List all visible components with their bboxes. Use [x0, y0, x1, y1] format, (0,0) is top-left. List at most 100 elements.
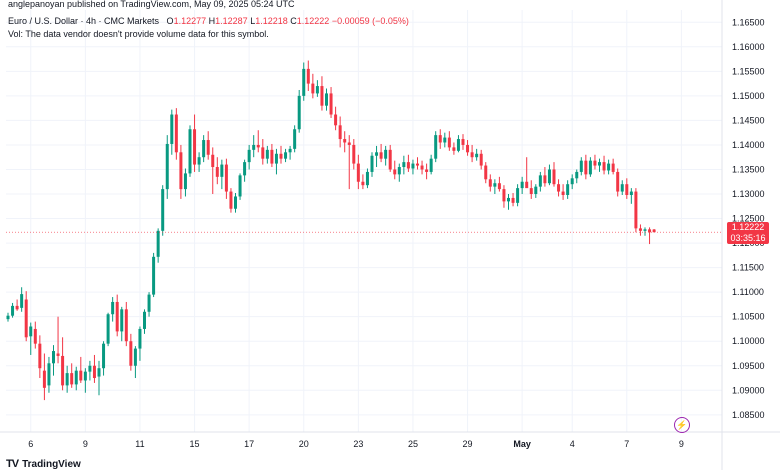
candle-body: [211, 154, 215, 168]
candle-body: [33, 328, 37, 344]
price-tick-label: 1.10500: [732, 312, 765, 322]
candle: [256, 130, 260, 153]
candle-body: [124, 309, 128, 342]
candle: [616, 168, 620, 197]
candle: [24, 291, 28, 342]
candle: [247, 144, 251, 170]
candle-body: [598, 162, 601, 166]
candle-body: [256, 144, 260, 148]
candle-body: [552, 169, 556, 185]
candle-body: [593, 160, 597, 166]
lightning-icon[interactable]: ⚡: [674, 417, 690, 433]
candle-body: [461, 139, 465, 145]
candle: [425, 163, 429, 180]
candle-body: [388, 149, 392, 170]
candle-body: [406, 162, 410, 169]
candle-body: [361, 181, 365, 186]
candle: [156, 228, 160, 263]
time-axis[interactable]: 6 9 11 15 17 20 23 25 29 May 4 7 9: [0, 431, 780, 449]
candle-body: [138, 328, 142, 349]
candle-body: [47, 363, 51, 386]
candle: [488, 174, 492, 192]
candle-body: [238, 175, 242, 197]
candle-body: [306, 68, 310, 84]
price-tick-label: 1.11000: [732, 287, 764, 297]
legend-high-key: H: [208, 16, 216, 26]
candle: [320, 76, 324, 111]
candle: [625, 178, 629, 199]
price-tick-label: 1.08500: [732, 410, 765, 420]
candle: [584, 154, 588, 180]
candle-body: [502, 189, 506, 202]
candle: [42, 353, 46, 401]
candle-body: [561, 191, 565, 195]
candle: [220, 159, 224, 190]
candle-body: [393, 169, 397, 175]
candle: [279, 145, 283, 164]
candle-body: [607, 163, 611, 171]
candle: [598, 158, 601, 172]
candle-body: [602, 162, 606, 171]
candle: [56, 316, 60, 364]
candle: [334, 106, 338, 131]
candle: [456, 135, 460, 153]
candle: [329, 87, 333, 118]
candle: [265, 145, 269, 164]
candle: [607, 159, 611, 175]
candle-body: [370, 155, 374, 172]
time-tick-label: 9: [83, 439, 88, 449]
candle: [356, 154, 360, 190]
candle: [393, 160, 397, 180]
candle: [129, 333, 133, 371]
legend-open-key: O: [166, 16, 174, 26]
candle: [534, 184, 538, 198]
candle: [511, 193, 515, 207]
candle: [543, 167, 547, 187]
candle: [552, 162, 556, 187]
candle: [97, 360, 101, 396]
candle: [102, 341, 106, 376]
candle: [579, 157, 583, 176]
candle: [352, 139, 356, 170]
candle: [252, 135, 256, 158]
candle: [161, 185, 165, 236]
candle-body: [70, 373, 74, 385]
candle: [306, 60, 310, 91]
candle-body: [183, 173, 187, 190]
price-tick-label: 1.16000: [732, 42, 765, 52]
candle-body: [329, 93, 333, 115]
candle-body: [252, 144, 256, 150]
candle-body: [484, 165, 488, 180]
price-tick-label: 1.10000: [732, 336, 765, 346]
candle-body: [402, 162, 406, 168]
candle-body: [438, 135, 442, 143]
candle: [61, 337, 65, 391]
candle: [11, 302, 15, 318]
candle: [384, 145, 388, 166]
candle-body: [274, 153, 278, 164]
candle-body: [115, 301, 119, 332]
tradingview-brand[interactable]: TV TradingView: [6, 458, 81, 470]
candle-body: [229, 191, 233, 209]
candle-body: [220, 164, 224, 177]
candle-body: [161, 189, 165, 231]
candle: [520, 176, 524, 195]
price-tick-label: 1.13500: [732, 164, 765, 174]
candle: [561, 184, 565, 200]
candle-body: [88, 365, 92, 372]
candle-body: [197, 157, 201, 165]
candle: [493, 179, 497, 195]
candle: [274, 148, 278, 175]
candle-body: [570, 178, 574, 185]
candle-body: [6, 315, 10, 320]
time-tick-label: 9: [679, 439, 684, 449]
candle: [179, 144, 183, 199]
published-text: anglepanoyan published on TradingView.co…: [8, 0, 295, 9]
candle-body: [620, 184, 624, 192]
candle-body: [179, 152, 183, 190]
candle-body: [174, 114, 178, 153]
grid-lines: [6, 10, 722, 432]
candle-body: [206, 140, 210, 155]
candle-body: [575, 171, 579, 179]
